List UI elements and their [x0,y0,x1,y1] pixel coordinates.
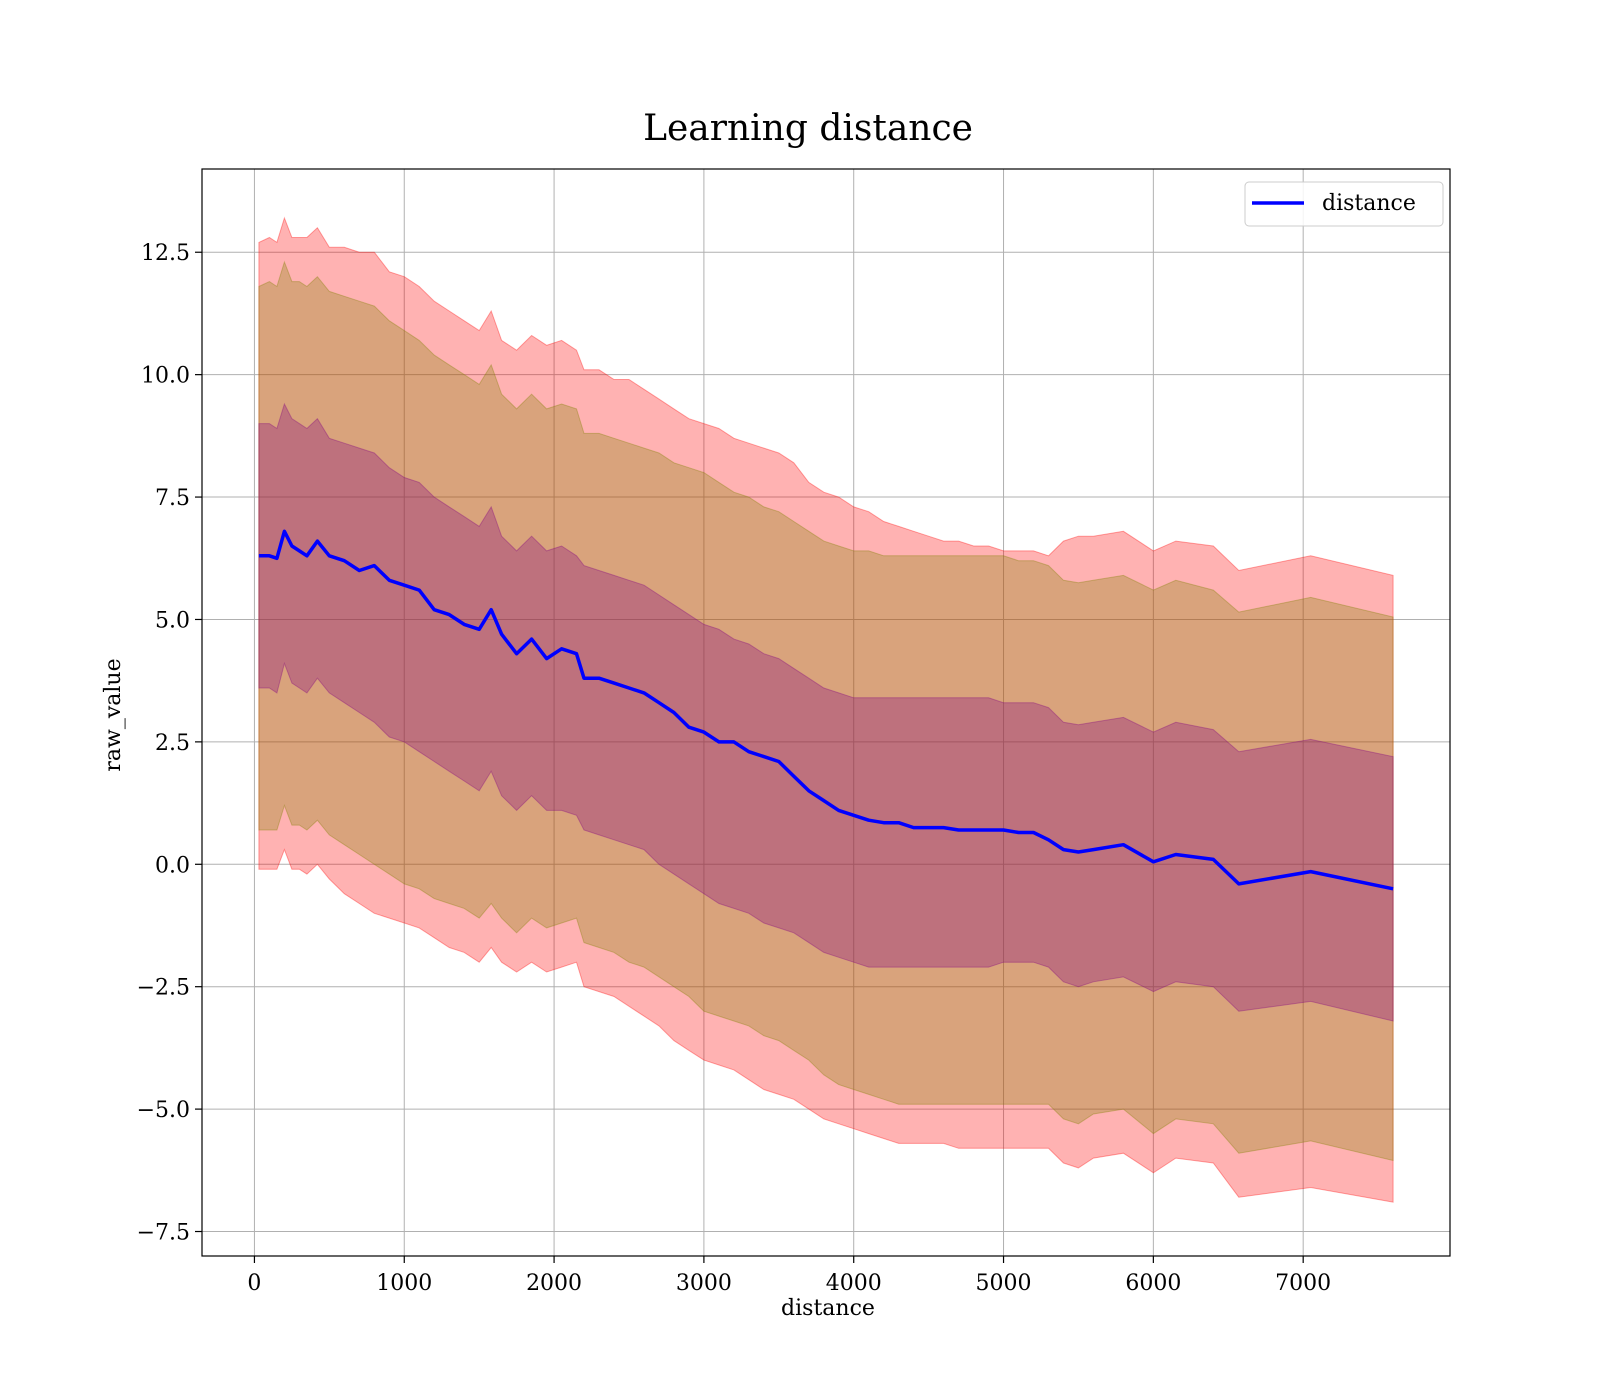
y-tick-label: 5.0 [155,608,190,633]
x-tick-label: 0 [247,1271,261,1296]
y-tick-label: −2.5 [137,976,190,1001]
y-tick-label: 0.0 [155,853,190,878]
y-tick-label: 2.5 [155,731,190,756]
x-tick-label: 6000 [1125,1271,1181,1296]
y-tick-label: 7.5 [155,486,190,511]
outer-band [258,216,1394,1203]
x-axis-label: distance [781,1296,875,1321]
y-axis-label: raw_value [101,658,126,771]
legend-label: distance [1322,191,1416,216]
confidence-bands [258,216,1394,1203]
x-tick-label: 4000 [826,1271,882,1296]
x-tick-label: 1000 [376,1271,432,1296]
y-tick-label: 10.0 [141,364,190,389]
grid-lines [202,169,1450,1256]
y-tick-label: −7.5 [137,1221,190,1246]
y-tick-label: 12.5 [141,241,190,266]
plot-frame [201,168,1451,1257]
series-line-distance [258,529,1394,891]
middle-band [258,260,1394,1162]
inner-band [258,402,1394,1022]
legend-box [1244,181,1444,227]
y-tick-label: −5.0 [137,1098,190,1123]
y-axis-ticks: −7.5 −5.0 −2.5 0.0 2.5 5.0 7.5 10.0 12.5 [137,241,202,1246]
legend: distance [1244,181,1444,227]
x-tick-label: 2000 [526,1271,582,1296]
plot-area [201,168,1451,1257]
x-tick-label: 5000 [976,1271,1032,1296]
chart-title: Learning distance [643,108,973,149]
x-axis-ticks: 0 1000 2000 3000 4000 5000 6000 7000 [247,1256,1331,1296]
x-tick-label: 7000 [1275,1271,1331,1296]
x-tick-label: 3000 [676,1271,732,1296]
series-lines [258,529,1394,891]
